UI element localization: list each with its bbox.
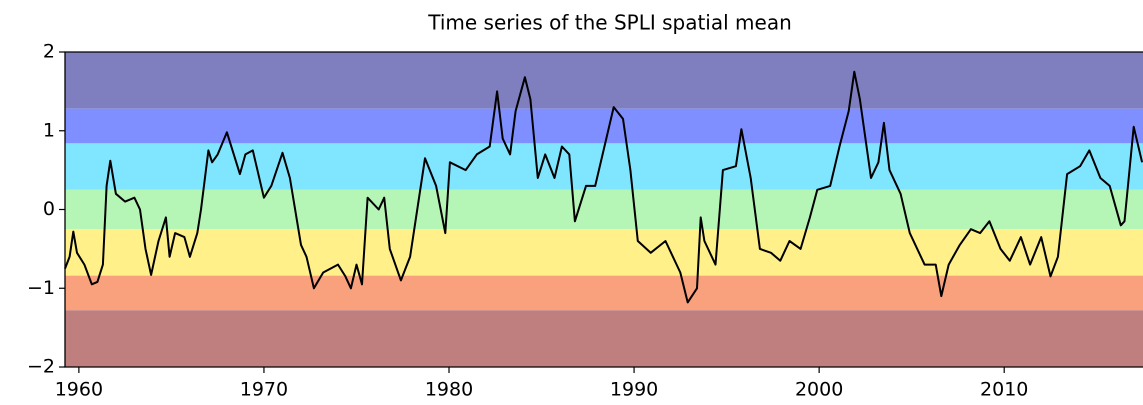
band [65,310,1143,367]
band [65,52,1143,109]
y-tick-label: 1 [43,119,55,141]
x-tick-label: 2000 [795,379,843,401]
chart-title: Time series of the SPLI spatial mean [427,11,792,35]
y-tick-label: 0 [43,198,55,220]
band [65,229,1143,276]
line [64,70,1143,304]
band [65,275,1143,311]
x-tick-label: 1970 [240,379,288,401]
x-tick-label: 2010 [980,379,1028,401]
y-tick-label: −2 [27,356,55,378]
y-tick-label: −1 [27,277,55,299]
band [65,108,1143,144]
y-tick-label: 2 [43,41,55,63]
axis-frame [64,51,1143,368]
x-tick-label: 1990 [610,379,658,401]
band [65,189,1143,230]
x-tick-label: 1960 [55,379,103,401]
x-tick-label: 1980 [425,379,473,401]
